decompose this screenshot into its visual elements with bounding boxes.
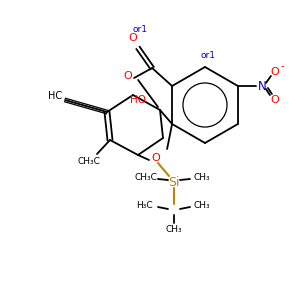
Text: or1: or1 [133, 26, 148, 34]
Text: CH₃: CH₃ [166, 226, 182, 235]
Text: H₃C: H₃C [136, 202, 152, 211]
Text: O: O [271, 67, 279, 77]
Text: -: - [280, 61, 284, 71]
Text: O: O [124, 71, 133, 81]
Text: CH₃: CH₃ [194, 202, 210, 211]
Text: HO: HO [130, 95, 146, 105]
Text: O: O [129, 33, 137, 43]
Text: CH₃C: CH₃C [135, 173, 158, 182]
Text: or1: or1 [200, 50, 215, 59]
Text: CH₃: CH₃ [194, 173, 210, 182]
Text: O: O [271, 95, 279, 105]
Text: HC: HC [48, 91, 62, 101]
Text: CH₃C: CH₃C [78, 158, 100, 166]
Text: O: O [152, 153, 160, 163]
Text: N: N [257, 80, 266, 92]
Text: Si: Si [168, 176, 180, 188]
